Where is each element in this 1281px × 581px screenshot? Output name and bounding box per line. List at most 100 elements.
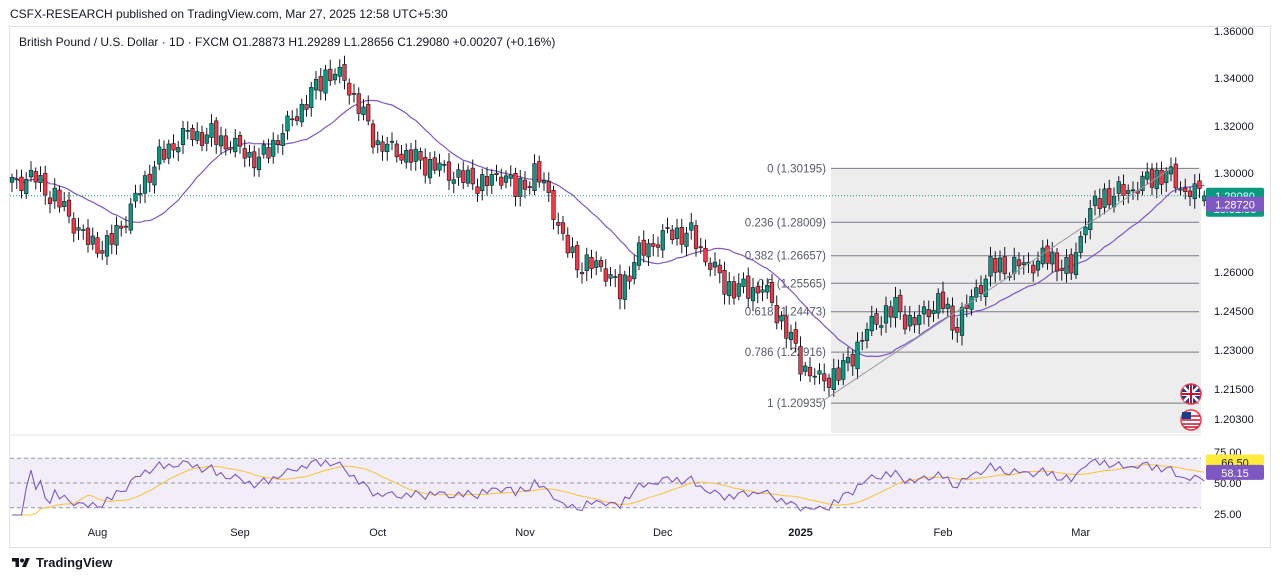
candle-body <box>470 167 475 185</box>
candle-body <box>812 375 817 378</box>
candle-body <box>1192 183 1197 200</box>
candle-body <box>579 272 585 275</box>
candle-body <box>641 239 646 256</box>
candle-body <box>427 158 433 179</box>
price-tick-label: 1.32000 <box>1214 121 1254 133</box>
candle-body <box>185 130 190 132</box>
candle-body <box>1154 169 1159 190</box>
price-tick-label: 1.30000 <box>1214 168 1254 180</box>
candle-body <box>209 123 214 138</box>
candle-body <box>461 170 466 183</box>
candle-body <box>798 346 803 375</box>
candle-body <box>375 140 380 146</box>
candle-body <box>1097 198 1102 209</box>
candle-body <box>1059 268 1064 271</box>
candle-body <box>318 76 323 92</box>
candle-body <box>551 190 556 220</box>
candle-body <box>760 289 765 293</box>
candle-body <box>85 227 91 245</box>
candle-body <box>746 275 751 299</box>
candle-body <box>261 144 266 155</box>
candle-body <box>703 247 708 263</box>
candle-body <box>670 229 675 241</box>
candle-body <box>1187 190 1193 197</box>
candle-body <box>665 227 670 229</box>
time-tick-label: Aug <box>88 527 108 539</box>
candle-body <box>233 137 238 153</box>
price-tick-label: 1.21500 <box>1214 384 1254 396</box>
candle-body <box>617 274 623 300</box>
candle-body <box>228 147 233 150</box>
candle-body <box>57 189 62 208</box>
candle-body <box>423 157 428 176</box>
candle-body <box>337 66 342 77</box>
candle-body <box>736 283 741 297</box>
chart-frame <box>9 26 1271 548</box>
price-axis[interactable]: 1.36000 1.34000 1.32000 1.30000 1.26000 1.245… <box>1214 26 1254 426</box>
candle-body <box>974 287 979 298</box>
moving-average <box>11 99 1205 358</box>
candle-body <box>1035 260 1041 271</box>
candle-body <box>76 227 81 231</box>
fib-level-label: 0.618 (1.24473) <box>745 307 826 319</box>
candle-body <box>831 368 836 390</box>
candle-body <box>674 227 680 239</box>
candle-body <box>66 199 72 217</box>
candle-body <box>1054 252 1060 272</box>
svg-text:58.15: 58.15 <box>1221 468 1249 480</box>
rsi-tick-label: 25.00 <box>1214 509 1242 521</box>
candle-body <box>575 245 580 271</box>
symbol-legend[interactable]: British Pound / U.S. Dollar · 1D · FXCM … <box>19 35 556 49</box>
candle-body <box>1031 264 1036 274</box>
candle-body <box>879 325 884 328</box>
candle-body <box>290 118 295 121</box>
candle-body <box>556 222 561 226</box>
candle-body <box>432 157 437 171</box>
candle-body <box>446 161 452 181</box>
candle-body <box>104 235 110 257</box>
fib-level-label: 0.5 (1.25565) <box>758 278 827 290</box>
candle-body <box>480 174 485 191</box>
price-tick-label: 1.20300 <box>1214 414 1254 426</box>
candle-body <box>214 120 219 145</box>
candle-body <box>741 278 746 287</box>
candle-body <box>418 151 423 161</box>
footer-brand[interactable]: TradingView <box>10 555 112 570</box>
candle-body <box>712 261 718 268</box>
candle-body <box>494 172 499 175</box>
candle-body <box>518 178 523 197</box>
candle-body <box>717 264 722 274</box>
rsi-lines <box>12 458 1205 516</box>
candle-body <box>769 281 775 303</box>
candle-body <box>1202 195 1207 202</box>
candle-body <box>727 281 732 297</box>
candle-body <box>361 106 366 116</box>
time-axis[interactable]: Aug Sep Oct Nov Dec 2025 Feb Mar <box>88 527 1091 539</box>
candle-body <box>9 177 15 183</box>
candle-body <box>90 235 95 245</box>
candle-body <box>465 169 471 184</box>
candle-body <box>309 87 314 109</box>
candle-body <box>190 128 195 141</box>
candle-body <box>917 314 922 325</box>
candle-body <box>100 250 105 254</box>
candle-body <box>237 135 243 147</box>
candle-body <box>864 328 870 342</box>
candle-body <box>484 176 490 187</box>
candle-body <box>456 169 461 178</box>
candle-body <box>299 103 304 123</box>
candle-body <box>955 326 960 333</box>
trend-line[interactable] <box>819 168 1172 404</box>
candle-body <box>356 93 361 114</box>
candle-body <box>1183 187 1188 192</box>
candle-body <box>33 171 38 183</box>
candle-body <box>1050 251 1055 265</box>
candle-body <box>166 143 171 159</box>
candle-body <box>826 377 832 388</box>
candle-body <box>883 305 889 324</box>
candle-body <box>684 232 689 247</box>
candle-body <box>608 274 613 279</box>
moving-average-line <box>11 99 1205 358</box>
candle-body <box>1140 175 1145 192</box>
